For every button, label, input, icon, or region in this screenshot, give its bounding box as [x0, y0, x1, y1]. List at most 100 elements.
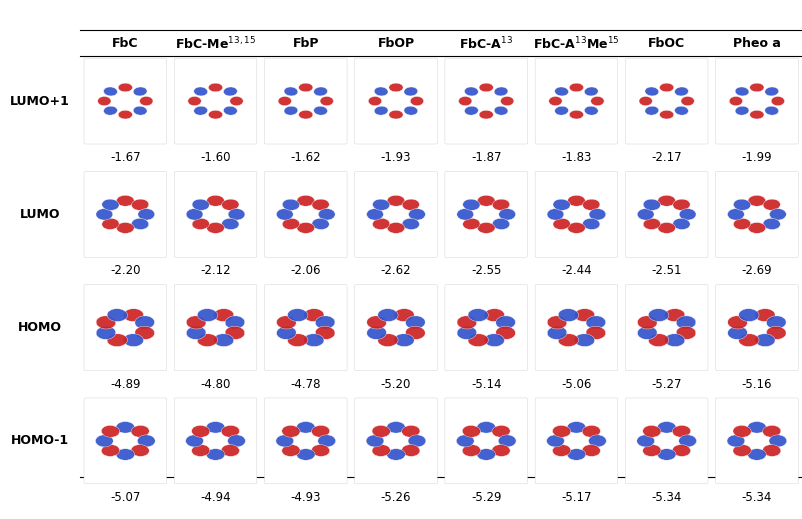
Ellipse shape — [378, 309, 398, 321]
Text: -4.94: -4.94 — [200, 491, 231, 504]
Ellipse shape — [484, 309, 504, 321]
Ellipse shape — [638, 326, 657, 339]
Ellipse shape — [674, 106, 688, 115]
Ellipse shape — [387, 449, 405, 460]
Text: -5.34: -5.34 — [651, 491, 682, 504]
Text: -5.06: -5.06 — [561, 378, 592, 391]
Ellipse shape — [568, 195, 585, 206]
Ellipse shape — [375, 106, 388, 115]
Ellipse shape — [553, 218, 570, 229]
Ellipse shape — [284, 106, 298, 115]
Ellipse shape — [372, 199, 390, 210]
FancyBboxPatch shape — [445, 284, 528, 371]
Ellipse shape — [492, 445, 510, 456]
FancyBboxPatch shape — [84, 171, 167, 257]
Text: HOMO: HOMO — [18, 321, 62, 334]
Text: -5.20: -5.20 — [381, 378, 411, 391]
Ellipse shape — [589, 435, 606, 447]
Ellipse shape — [131, 426, 149, 437]
Text: -1.60: -1.60 — [200, 151, 231, 164]
FancyBboxPatch shape — [715, 284, 798, 371]
Ellipse shape — [750, 83, 764, 92]
Ellipse shape — [727, 435, 745, 447]
Text: FbOC: FbOC — [648, 37, 685, 50]
Ellipse shape — [767, 316, 786, 329]
Ellipse shape — [107, 309, 128, 321]
Ellipse shape — [769, 435, 787, 447]
Ellipse shape — [765, 106, 779, 115]
Ellipse shape — [496, 326, 516, 339]
Text: -2.44: -2.44 — [561, 265, 592, 278]
Ellipse shape — [192, 199, 209, 210]
Ellipse shape — [643, 199, 661, 210]
Ellipse shape — [769, 209, 786, 220]
FancyBboxPatch shape — [265, 284, 347, 371]
Ellipse shape — [101, 445, 119, 456]
Ellipse shape — [394, 334, 414, 347]
Ellipse shape — [133, 106, 147, 115]
Ellipse shape — [209, 83, 223, 92]
Ellipse shape — [659, 111, 674, 119]
Text: -4.89: -4.89 — [110, 378, 140, 391]
Ellipse shape — [378, 334, 398, 347]
Text: -2.20: -2.20 — [110, 265, 140, 278]
Ellipse shape — [558, 309, 578, 321]
FancyBboxPatch shape — [265, 171, 347, 257]
Ellipse shape — [133, 87, 147, 96]
Ellipse shape — [676, 316, 696, 329]
Ellipse shape — [207, 195, 225, 206]
Ellipse shape — [366, 435, 384, 447]
Ellipse shape — [464, 87, 478, 96]
Ellipse shape — [186, 326, 206, 339]
Ellipse shape — [282, 199, 300, 210]
Ellipse shape — [375, 87, 388, 96]
Ellipse shape — [228, 435, 245, 447]
Ellipse shape — [582, 218, 600, 229]
Text: -4.80: -4.80 — [200, 378, 231, 391]
Ellipse shape — [763, 426, 781, 437]
Ellipse shape — [140, 97, 153, 106]
Ellipse shape — [555, 87, 569, 96]
FancyBboxPatch shape — [535, 58, 618, 144]
Ellipse shape — [284, 87, 298, 96]
Ellipse shape — [567, 421, 585, 433]
Ellipse shape — [282, 426, 300, 437]
FancyBboxPatch shape — [265, 398, 347, 484]
Ellipse shape — [553, 426, 571, 437]
Ellipse shape — [186, 209, 203, 220]
FancyBboxPatch shape — [174, 171, 257, 257]
Ellipse shape — [639, 97, 652, 106]
FancyBboxPatch shape — [84, 284, 167, 371]
Ellipse shape — [582, 445, 601, 456]
FancyBboxPatch shape — [535, 398, 618, 484]
Ellipse shape — [207, 223, 225, 234]
Ellipse shape — [462, 426, 480, 437]
Ellipse shape — [674, 87, 688, 96]
Ellipse shape — [221, 426, 240, 437]
Ellipse shape — [298, 111, 313, 119]
Ellipse shape — [763, 218, 780, 229]
Ellipse shape — [372, 426, 391, 437]
Ellipse shape — [297, 421, 315, 433]
Ellipse shape — [574, 309, 594, 321]
Ellipse shape — [411, 97, 423, 106]
Text: LUMO: LUMO — [20, 208, 60, 221]
Text: FbC-A$^{13}$: FbC-A$^{13}$ — [460, 35, 513, 52]
Ellipse shape — [733, 426, 751, 437]
Ellipse shape — [772, 97, 784, 106]
Ellipse shape — [681, 97, 695, 106]
Text: FbC-A$^{13}$Me$^{15}$: FbC-A$^{13}$Me$^{15}$ — [533, 35, 620, 52]
Ellipse shape — [477, 223, 495, 234]
Ellipse shape — [304, 309, 324, 321]
Ellipse shape — [118, 111, 132, 119]
Ellipse shape — [132, 218, 149, 229]
Text: -2.17: -2.17 — [651, 151, 682, 164]
Ellipse shape — [553, 199, 570, 210]
Ellipse shape — [546, 435, 565, 447]
Ellipse shape — [755, 334, 775, 347]
Ellipse shape — [138, 209, 155, 220]
Ellipse shape — [589, 209, 606, 220]
Ellipse shape — [277, 209, 294, 220]
Ellipse shape — [297, 195, 314, 206]
Ellipse shape — [116, 223, 134, 234]
